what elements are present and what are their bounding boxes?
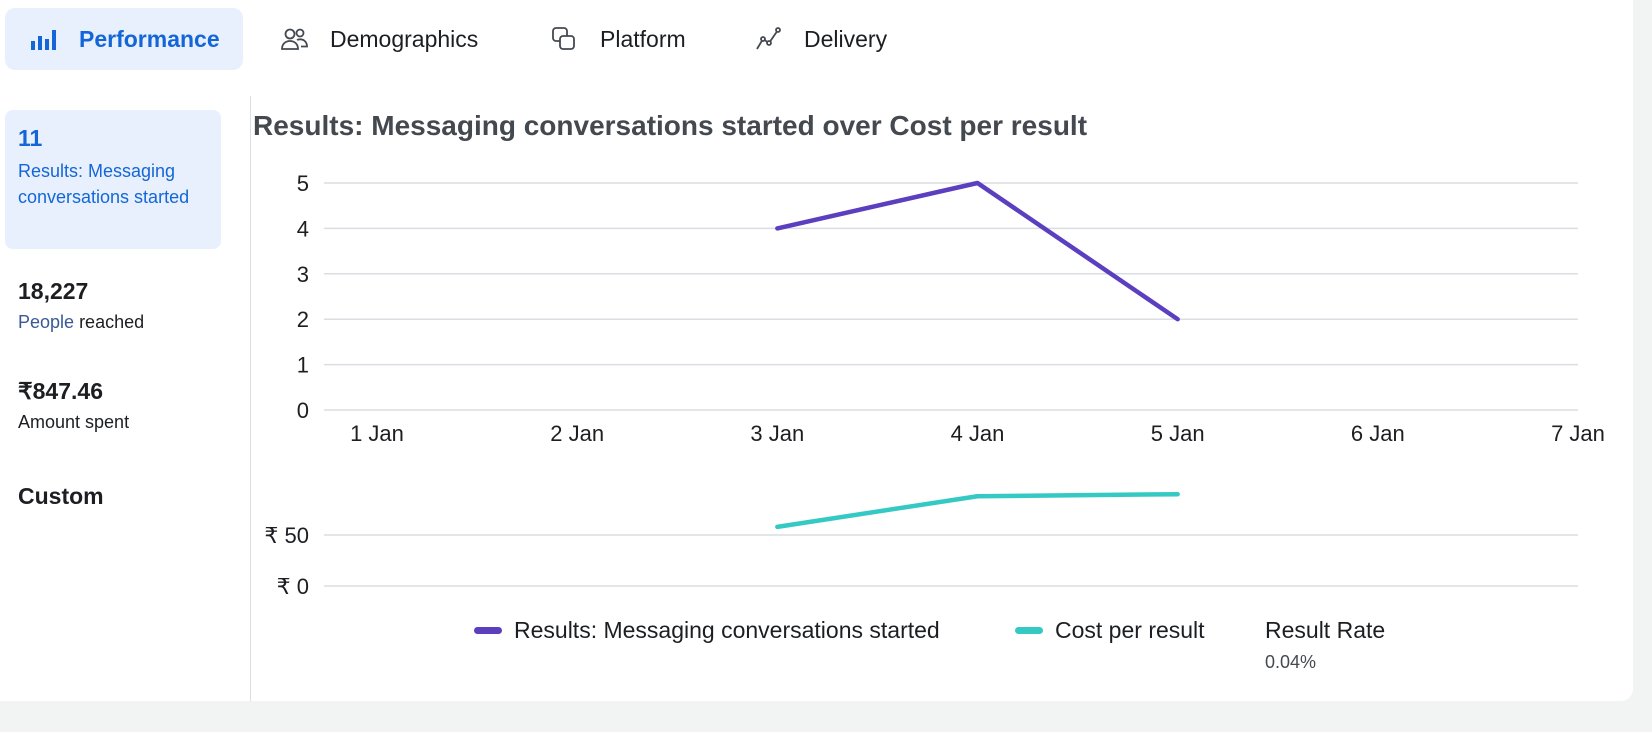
tab-label: Demographics	[330, 25, 479, 52]
series-line-cost	[775, 491, 1180, 530]
people-link[interactable]: People	[18, 312, 75, 332]
y-tick-label: 3	[297, 262, 309, 287]
metric-value: 18,227	[18, 278, 89, 304]
performance-card: Performance Demographics Platform	[0, 0, 1633, 701]
x-tick-label: 1 Jan	[350, 421, 404, 446]
bar-chart-icon	[27, 23, 59, 55]
result-rate-label: Result Rate	[1265, 617, 1386, 643]
tab-label: Performance	[79, 25, 220, 52]
y-tick-label: 2	[297, 307, 309, 332]
y-tick-label: 5	[297, 171, 309, 196]
people-icon	[278, 23, 310, 55]
y-tick-label: ₹ 50	[264, 523, 309, 548]
x-tick-label: 4 Jan	[951, 421, 1005, 446]
metric-value: Custom	[18, 483, 104, 509]
x-tick-label: 2 Jan	[550, 421, 604, 446]
x-tick-label: 5 Jan	[1151, 421, 1205, 446]
y-tick-label: 1	[297, 353, 309, 378]
y-tick-label: 0	[297, 398, 309, 423]
metric-label-rest: reached	[74, 312, 145, 332]
metric-amount-spent[interactable]: ₹847.46 Amount spent	[5, 378, 221, 435]
legend-label: Cost per result	[1055, 617, 1205, 643]
tab-delivery[interactable]: Delivery	[752, 8, 887, 70]
metric-label: People reached	[18, 309, 221, 335]
y-tick-label: ₹ 0	[277, 574, 309, 599]
tab-label: Delivery	[804, 25, 888, 52]
x-tick-label: 6 Jan	[1351, 421, 1405, 446]
legend-label: Results: Messaging conversations started	[514, 617, 940, 643]
result-rate-value: 0.04%	[1265, 652, 1317, 672]
platform-icon	[548, 23, 580, 55]
legend-swatch	[1015, 627, 1043, 634]
metric-label: Amount spent	[18, 412, 130, 432]
legend-result-rate: Result Rate 0.04%	[1265, 617, 1385, 673]
tab-performance[interactable]: Performance	[5, 8, 243, 70]
x-tick-label: 3 Jan	[750, 421, 804, 446]
tab-demographics[interactable]: Demographics	[278, 8, 478, 70]
series-line-results	[775, 180, 1180, 322]
delivery-icon	[752, 23, 784, 55]
tab-label: Platform	[600, 25, 686, 52]
legend-cost[interactable]: Cost per result	[1015, 617, 1205, 644]
metric-people-reached[interactable]: 18,227 People reached	[5, 278, 221, 335]
metric-label: Results: Messaging conversations started	[18, 161, 190, 207]
metric-custom[interactable]: Custom	[5, 483, 221, 510]
metric-value: ₹847.46	[18, 378, 103, 404]
metric-value: 11	[18, 125, 43, 151]
y-tick-label: 4	[297, 216, 309, 241]
chart-title: Results: Messaging conversations started…	[253, 110, 1088, 141]
divider	[250, 96, 251, 701]
tab-platform[interactable]: Platform	[548, 8, 686, 70]
legend-swatch	[474, 627, 502, 634]
metric-results[interactable]: 11 Results: Messaging conversations star…	[5, 110, 221, 249]
legend-results[interactable]: Results: Messaging conversations started	[474, 617, 940, 644]
x-tick-label: 7 Jan	[1551, 421, 1605, 446]
